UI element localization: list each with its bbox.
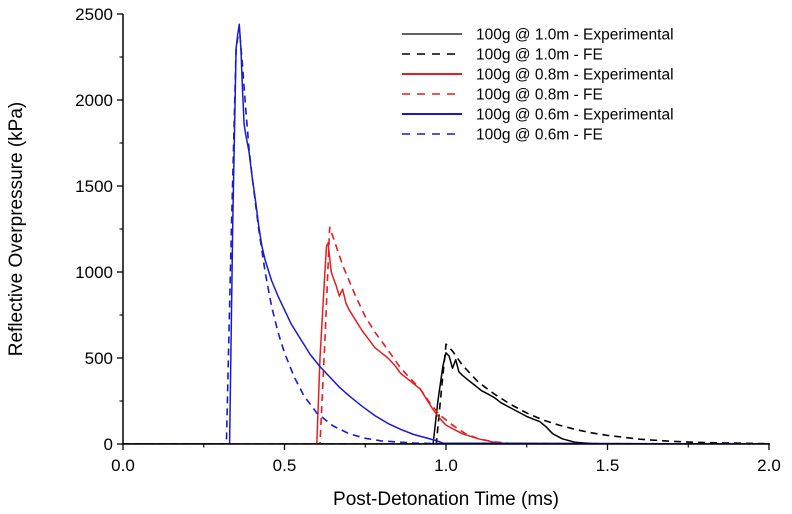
y-tick-label: 1000 <box>75 263 113 282</box>
x-axis-title: Post-Detonation Time (ms) <box>333 489 559 510</box>
y-tick-label: 2500 <box>75 5 113 24</box>
legend: 100g @ 1.0m - Experimental 100g @ 1.0m - … <box>402 27 674 144</box>
series-line-2 <box>123 343 769 444</box>
y-axis-title: Reflective Overpressure (kPa) <box>6 102 27 356</box>
legend-label: 100g @ 1.0m - Experimental <box>476 27 674 44</box>
legend-label: 100g @ 0.6m - FE <box>476 127 603 144</box>
series-line-6 <box>123 26 769 444</box>
series-line-4 <box>123 226 769 444</box>
y-tick-label: 0 <box>104 435 113 454</box>
legend-label: 100g @ 0.6m - Experimental <box>476 107 674 124</box>
y-tick-label: 500 <box>85 349 113 368</box>
series-line-1 <box>123 352 769 444</box>
x-tick-label: 2.0 <box>757 456 781 475</box>
x-tick-label: 0.0 <box>111 456 135 475</box>
legend-label: 100g @ 0.8m - Experimental <box>476 67 674 84</box>
x-tick-label: 1.0 <box>434 456 458 475</box>
x-tick-label: 1.5 <box>596 456 620 475</box>
x-tick-label: 0.5 <box>273 456 297 475</box>
legend-label: 100g @ 0.8m - FE <box>476 87 603 104</box>
series-line-3 <box>123 242 769 444</box>
legend-label: 100g @ 1.0m - FE <box>476 47 603 64</box>
series-line-5 <box>123 23 769 444</box>
y-tick-label: 2000 <box>75 91 113 110</box>
y-tick-label: 1500 <box>75 177 113 196</box>
